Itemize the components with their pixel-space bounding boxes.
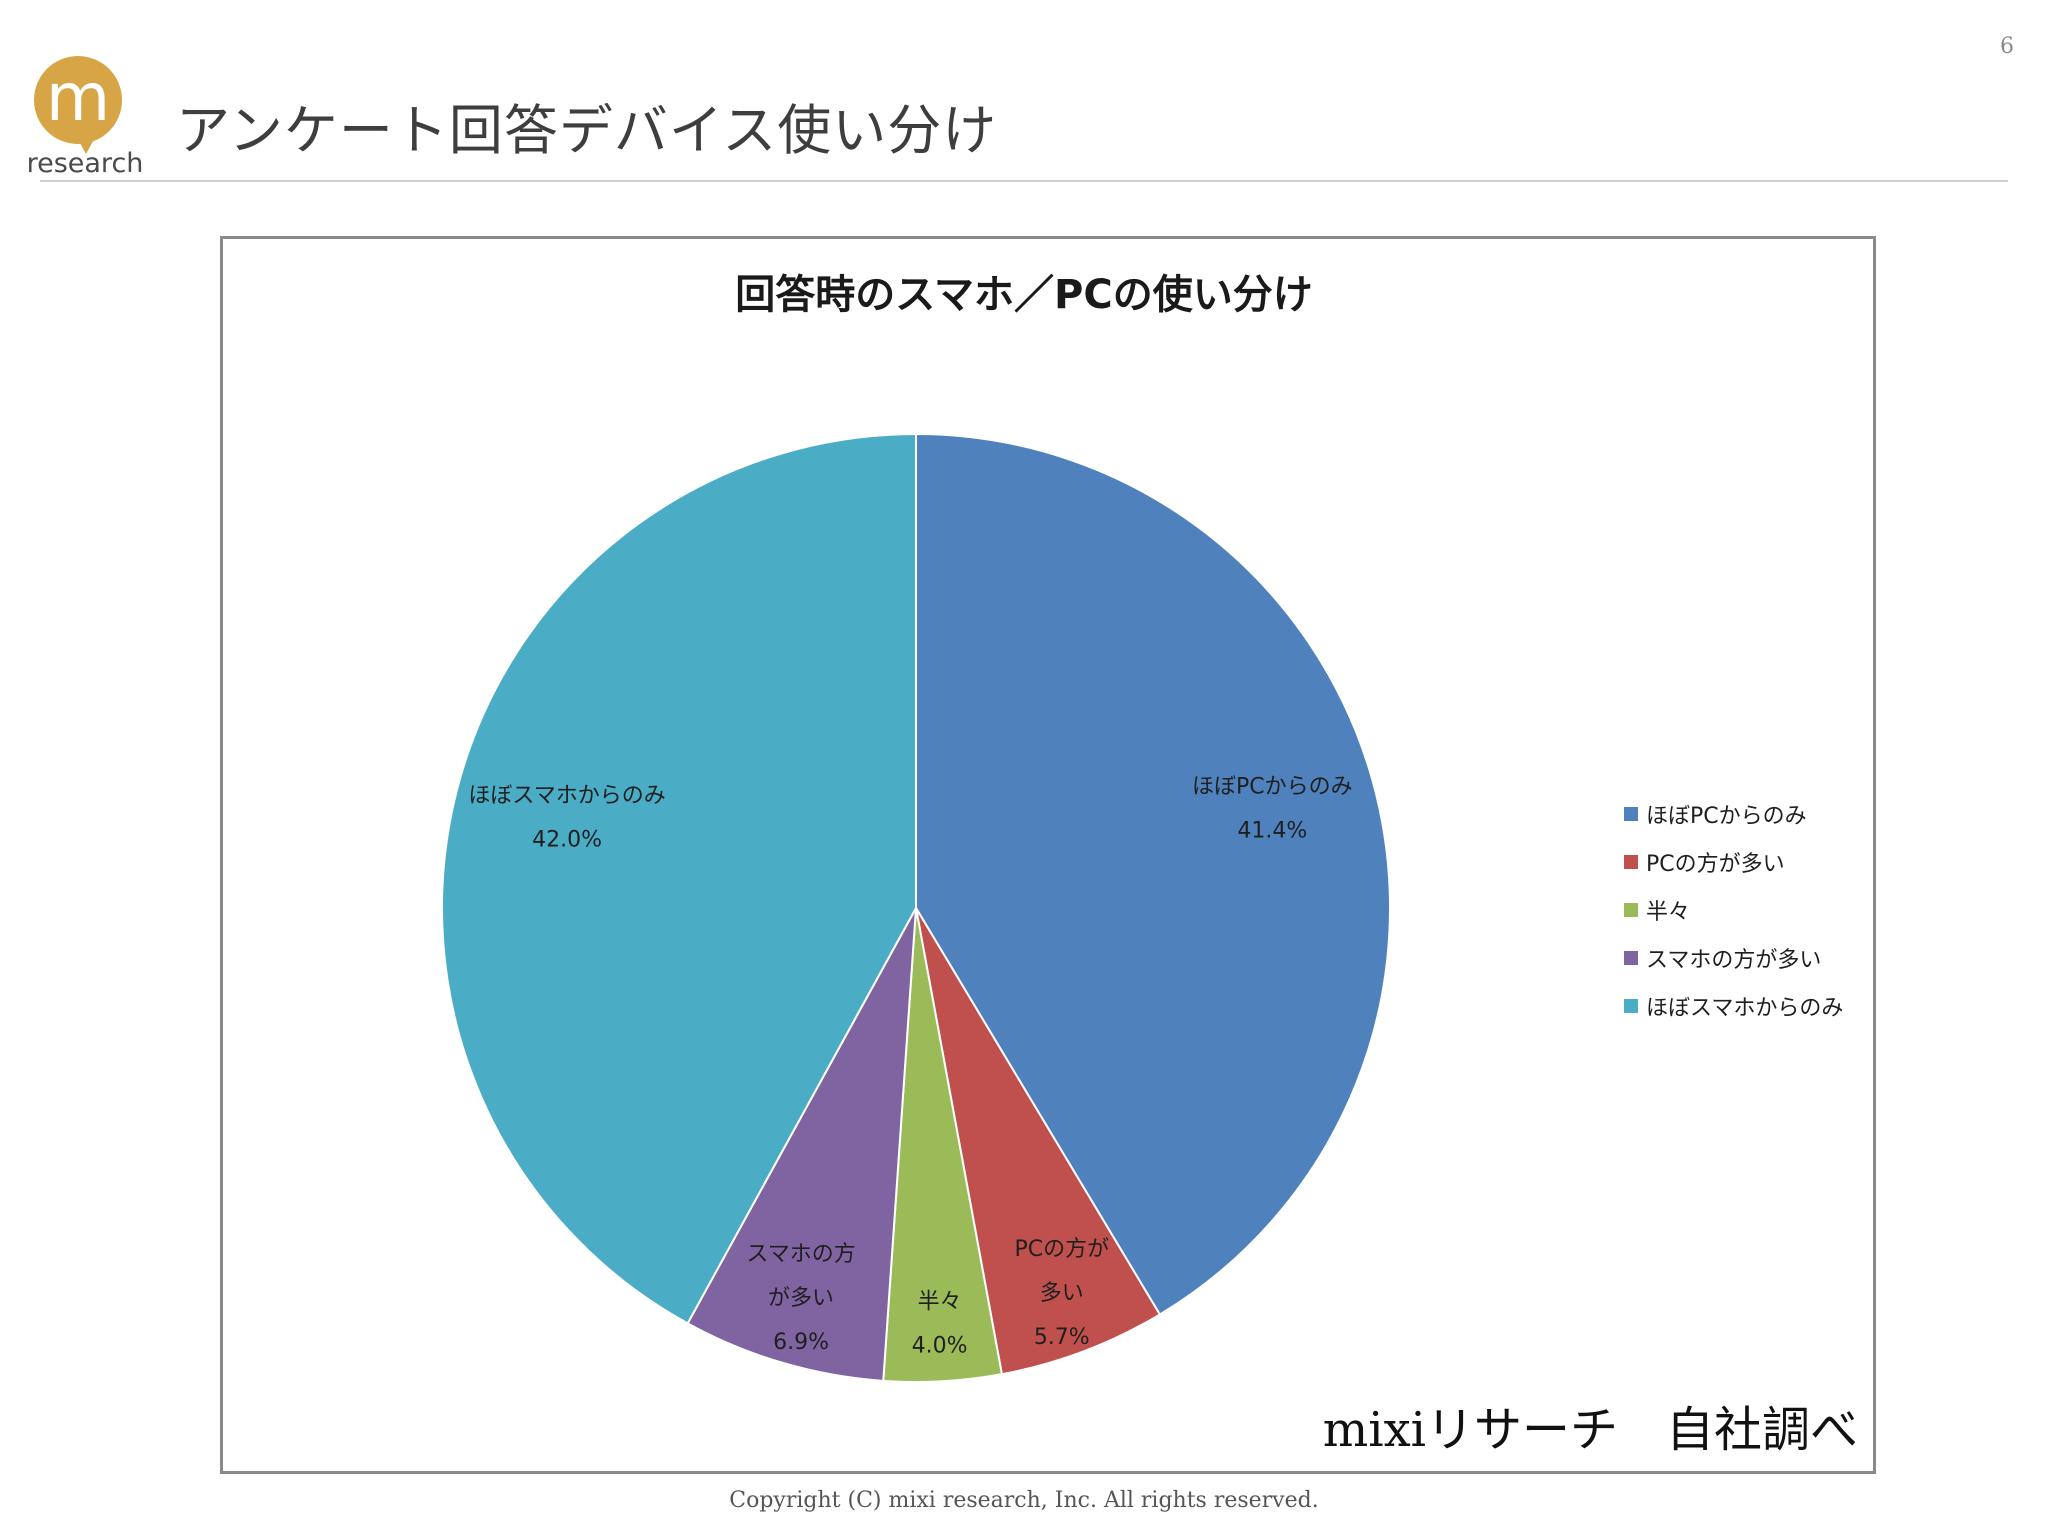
legend-swatch [1624,855,1638,869]
slice-category-label-4: ほぼスマホからのみ [468,783,665,808]
logo-bubble-tail [74,132,98,154]
slice-value-label-4: 42.0% [532,827,602,852]
legend-label: PCの方が多い [1646,852,1785,877]
pie-slice-3 [686,907,917,1382]
legend-label: 半々 [1646,900,1691,925]
pie-labels: ほぼPCからのみ 41.4% PCの方が多い 5.7% 半々 4.0% スマホの方が多い 6.… [468,774,1352,1358]
legend-item-4: ほぼスマホからのみ [1624,982,1843,1030]
legend-item-1: PCの方が多い [1624,838,1843,886]
legend-swatch [1624,951,1638,965]
legend-label: ほぼPCからのみ [1646,804,1807,829]
slice-value-label-2: 4.0% [912,1333,968,1358]
chart-legend: ほぼPCからのみ PCの方が多い 半々スマホの方が多い ほぼスマホからのみ [1624,790,1843,1030]
logo-bubble [34,56,122,144]
slice-value-label-3: 6.9% [773,1330,829,1355]
page-title: アンケート回答デバイス使い分け [176,99,998,162]
chart-title: 回答時のスマホ／PCの使い分け [735,272,1313,318]
mixi-research-logo: m research [27,56,143,186]
pie-slices [441,432,1391,1383]
pie-slice-1 [915,907,1162,1376]
slice-value-label-1: 5.7% [1034,1325,1090,1350]
pie-slice-0 [915,432,1391,1316]
legend-item-3: スマホの方が多い [1624,934,1843,982]
legend-item-2: 半々 [1624,886,1843,934]
slice-category-label-1: PCの方が [1014,1237,1109,1262]
legend-swatch [1624,807,1638,821]
slice-category-label-0: ほぼPCからのみ [1192,774,1353,799]
title-divider [40,180,2008,182]
slice-value-label-0: 41.4% [1237,818,1307,843]
legend-label: ほぼスマホからのみ [1646,996,1844,1021]
source-note: mixiリサーチ 自社調べ [1322,1402,1858,1458]
slice-category-label-3: スマホの方 [746,1242,855,1267]
legend-swatch [1624,999,1638,1013]
legend-swatch [1624,903,1638,917]
logo-letter: m [45,59,111,136]
slice-category-label-2: 半々 [918,1289,962,1314]
slice-category-label-3: が多い [768,1286,834,1311]
legend-label: スマホの方が多い [1646,948,1822,973]
legend-item-0: ほぼPCからのみ [1624,790,1843,838]
logo-text: research [26,148,144,179]
pie-slice-4 [441,432,917,1325]
copyright: Copyright (C) mixi research, Inc. All ri… [729,1488,1319,1513]
page-number: 6 [2000,34,2014,59]
slice-category-label-1: 多い [1040,1281,1084,1306]
